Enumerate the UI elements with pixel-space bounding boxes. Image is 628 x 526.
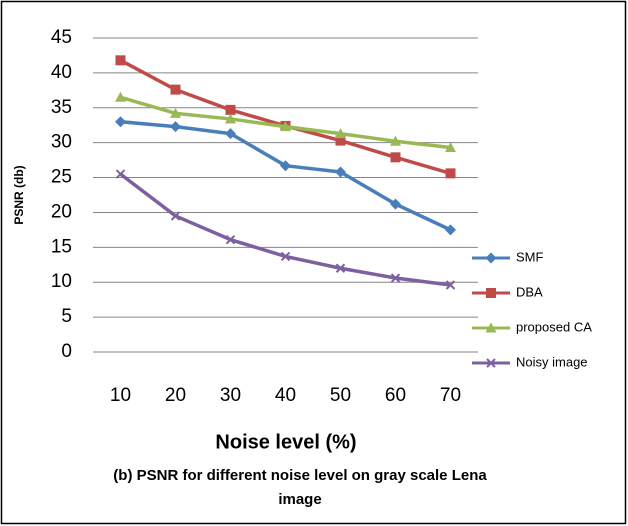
caption: (b) PSNR for different noise level on gr… (113, 467, 487, 484)
marker (115, 91, 126, 102)
marker (445, 280, 456, 290)
marker (486, 288, 496, 298)
x-tick-label: 50 (330, 385, 351, 406)
y-tick-label: 30 (51, 132, 72, 153)
y-axis-label: PSNR (db) (12, 165, 26, 224)
marker (170, 121, 181, 133)
x-tick-label: 20 (165, 385, 186, 406)
y-tick-label: 10 (51, 271, 72, 292)
y-tick-label: 5 (61, 306, 72, 327)
marker (225, 104, 236, 115)
marker (390, 135, 401, 146)
marker (280, 160, 291, 172)
marker (225, 234, 236, 245)
marker (445, 168, 456, 179)
legend-label: SMF (516, 249, 544, 264)
marker (115, 55, 126, 66)
marker (445, 142, 456, 153)
x-tick-label: 70 (440, 385, 461, 406)
marker (390, 198, 401, 210)
x-tick-label: 40 (275, 385, 296, 406)
y-tick-label: 20 (51, 201, 72, 222)
marker (335, 128, 346, 139)
marker (485, 252, 497, 264)
marker (485, 322, 497, 333)
caption: image (278, 491, 321, 508)
x-tick-label: 30 (220, 385, 241, 406)
marker (445, 224, 456, 236)
legend-label: DBA (516, 284, 543, 299)
y-tick-label: 35 (51, 97, 72, 118)
marker (225, 113, 236, 124)
marker (225, 128, 236, 140)
marker (170, 84, 181, 95)
marker (486, 358, 496, 368)
x-axis-label: Noise level (%) (215, 431, 356, 453)
x-tick-label: 60 (385, 385, 406, 406)
marker (170, 107, 181, 118)
y-tick-label: 0 (61, 341, 72, 362)
marker (115, 116, 126, 128)
marker (335, 135, 346, 146)
y-tick-label: 45 (51, 27, 72, 48)
legend-label: proposed CA (516, 319, 592, 334)
y-tick-label: 40 (51, 62, 72, 83)
marker (390, 273, 401, 283)
x-tick-label: 10 (110, 385, 131, 406)
y-tick-label: 15 (51, 236, 72, 257)
marker (115, 169, 126, 179)
marker (335, 263, 346, 273)
marker (390, 152, 401, 163)
marker (170, 211, 181, 221)
marker (280, 251, 291, 262)
legend-label: Noisy image (516, 354, 588, 369)
marker (280, 121, 291, 132)
y-tick-label: 25 (51, 167, 72, 188)
marker (335, 166, 346, 178)
